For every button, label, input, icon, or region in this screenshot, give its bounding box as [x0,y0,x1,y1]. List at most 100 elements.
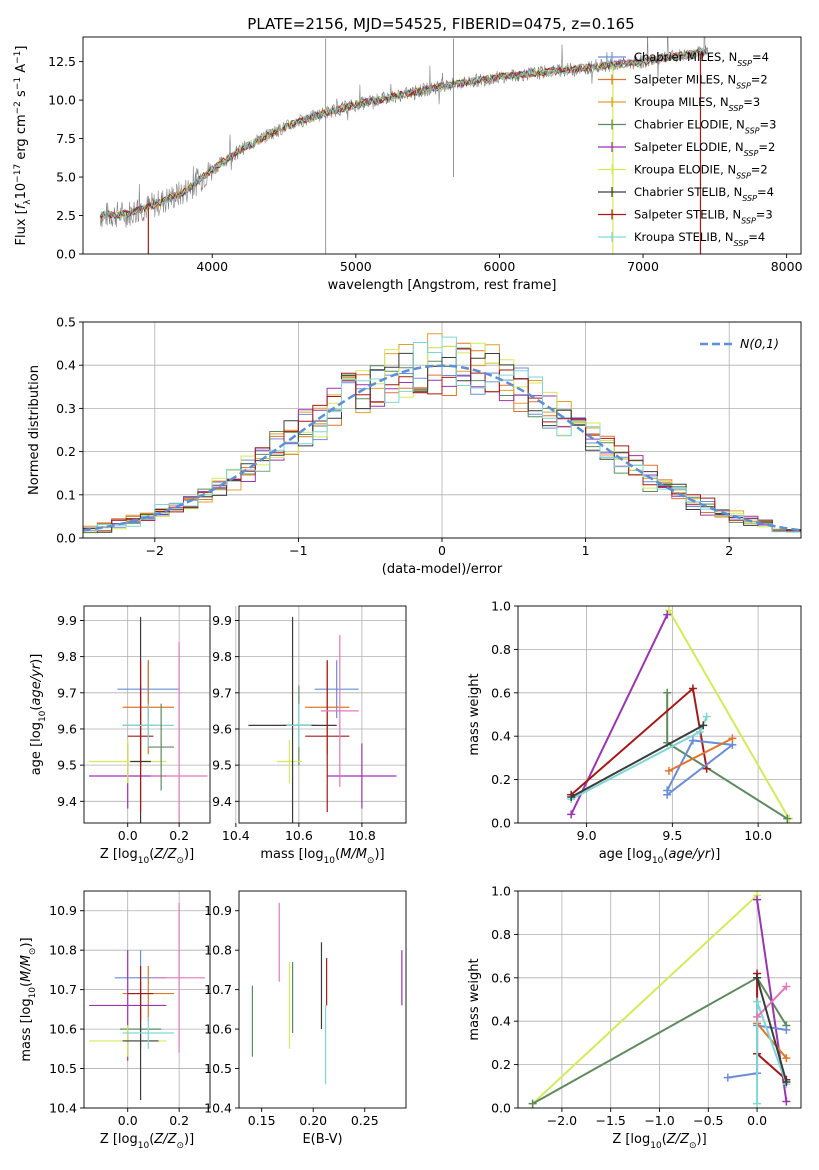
legend-label-value: =3 [756,208,773,222]
legend-label-text: Kroupa ELODIE, N [634,163,736,177]
legend-label-sub: SSP [745,126,760,135]
errorbar-point [122,1017,174,1049]
x-tick-label: −1 [289,543,307,558]
gaussian-curve [83,364,801,532]
legend-label: Salpeter STELIB, NSSP=3 [634,208,773,226]
x-axis-label-part: ( [149,847,154,862]
y-tick-label: 5.0 [56,170,76,185]
weight-line [668,737,733,772]
y-axis-label-part: ( [29,706,44,711]
x-tick-label: 0.25 [351,1113,379,1128]
x-axis-label-part: M/M [340,847,367,862]
legend-label: Salpeter ELODIE, NSSP=2 [634,140,775,158]
x-axis-label-part: 10 [138,856,150,866]
y-tick-label: 10.8 [204,943,232,958]
x-axis-label-part: (data-model)/error [382,562,503,577]
plot-area [239,891,406,1108]
y-axis-label-part: )] [29,654,44,664]
plot-age-weight [518,605,801,824]
plot-residuals [83,321,801,539]
legend-label-sub: SSP [729,104,744,113]
x-axis-label-part: ( [663,847,668,862]
weight-marker [723,1073,732,1082]
plot-area [83,37,801,254]
x-axis-label: E(B-V) [302,1132,342,1147]
y-axis-label: mass weight [467,958,482,1040]
legend-label-value: =2 [751,73,768,87]
x-axis-label-part: Z/Z [666,1132,690,1147]
weight-marker [528,1099,537,1108]
weight-marker [567,792,576,801]
y-tick-label: 10.5 [204,1061,232,1076]
x-axis-label: Z [log10(Z/Z⊙)] [612,1132,706,1151]
x-axis-label-part: 10 [324,856,336,866]
weight-marker [567,810,576,819]
y-tick-label: 9.6 [212,721,232,736]
weight-marker [782,1077,791,1086]
y-tick-label: 9.7 [212,685,232,700]
y-tick-label: 0.1 [56,487,76,502]
y-tick-label: 0.4 [491,1014,511,1029]
x-tick-label: 0.0 [118,828,138,843]
legend-label-sub: SSP [736,81,751,90]
y-tick-label: 9.9 [57,613,77,628]
x-axis-label-part: Z/Z [153,847,177,862]
x-axis-label-part: )] [184,847,194,862]
y-tick-label: 9.5 [212,758,232,773]
plot-z-mass [84,891,210,1109]
errorbar-point [89,739,167,784]
figure-title: PLATE=2156, MJD=54525, FIBERID=0475, z=0… [247,15,634,33]
y-tick-label: 10.7 [49,982,77,997]
legend-label-sub: SSP [744,149,759,158]
x-axis-label-part: mass [log [260,847,323,862]
y-tick-label: 0.6 [491,970,511,985]
x-tick-label: 0.20 [299,1113,327,1128]
y-axis-label-part: −1 [13,51,23,64]
plot-marks [251,902,403,1085]
errorbar-point [127,660,154,813]
legend-label-text: Salpeter STELIB, N [634,208,741,222]
x-axis-label-part: wavelength [Angstrom, rest frame] [328,278,557,293]
y-tick-label: 9.6 [57,721,77,736]
errorbar-point [150,642,208,823]
y-tick-label: 10.6 [204,1022,232,1037]
axes-spectrum: 4000 5000 6000 7000 8000 0.0 2.5 5.0 7.5 10.0 12.5… [13,36,803,293]
y-tick-label: 0.8 [491,927,511,942]
x-axis-label: mass [log10(M/M⊙)] [260,847,384,866]
x-tick-label: 2 [725,543,733,558]
errorbar-point [127,965,154,1022]
x-tick-label: 7000 [627,259,659,274]
x-axis-label-part: )] [184,1132,194,1147]
plot-marks [83,333,801,534]
weight-marker [782,1025,791,1034]
x-axis-label-part: 10 [652,856,664,866]
y-axis-label-part: 10 [38,710,48,722]
plot-marks [89,902,205,1101]
x-axis-label-part: Z [log [100,847,138,862]
y-axis-label-part: Flux [ [14,209,29,245]
y-axis-label-part: −17 [13,164,23,183]
x-axis-label-part: Z [log [612,1132,650,1147]
plot-area [518,606,801,823]
errorbar-point [286,703,312,748]
axes-z-weight: −2.0 −1.5 −1.0 −0.5 0.0 0.0 0.2 0.4 0.6 0.8 1.0 Z [… [467,884,802,1151]
x-axis-label-part: )] [374,847,384,862]
x-tick-label: 4000 [196,259,228,274]
y-axis-label: Flux [fλ10−17 erg cm−2 s−1 A−1] [13,46,33,246]
y-tick-label: 0.8 [491,642,511,657]
legend-label-sub: SSP [736,171,751,180]
plot-mass-age [235,606,406,823]
legend-label: Salpeter MILES, NSSP=2 [634,73,768,91]
plot-ebv-mass [239,891,406,1108]
x-tick-label: −2 [146,543,164,558]
x-axis-label-part: 10 [138,1141,150,1151]
plot-z-age [84,606,210,823]
y-axis-label-part: age/yr [29,662,44,705]
legend-label-value: =3 [743,95,760,109]
axes-age-weight: 9.0 9.5 10.0 0.0 0.2 0.4 0.6 0.8 1.0 age [log10(a… [467,599,802,866]
y-axis-label-part: ] [14,46,29,51]
y-tick-label: 9.7 [57,685,77,700]
errorbar-point [320,634,359,787]
y-axis-label-part: A [14,64,29,77]
